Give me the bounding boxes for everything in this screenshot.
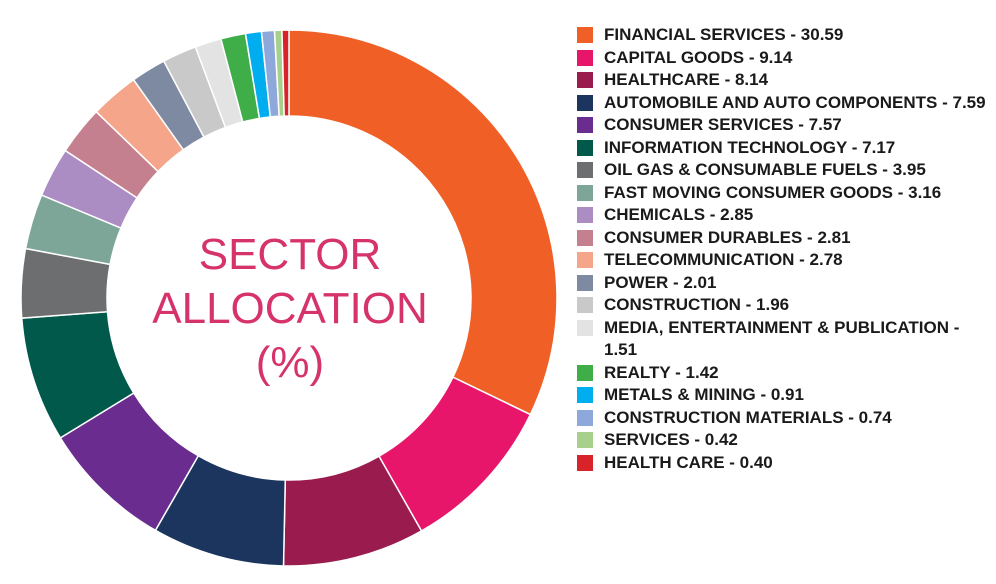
legend-swatch [577, 409, 593, 426]
legend-item: CONSUMER DURABLES - 2.81 [577, 227, 989, 250]
legend-swatch [577, 454, 593, 471]
legend-item: MEDIA, ENTERTAINMENT & PUBLICATION - 1.5… [577, 317, 989, 362]
legend-item: CONSTRUCTION MATERIALS - 0.74 [577, 407, 989, 430]
legend-swatch [577, 274, 593, 291]
chart-legend: FINANCIAL SERVICES - 30.59 CAPITAL GOODS … [577, 24, 989, 474]
legend-label: CONSUMER DURABLES - 2.81 [604, 227, 851, 247]
legend-swatch [577, 387, 593, 403]
legend-swatch [577, 364, 593, 381]
legend-item: CONSUMER SERVICES - 7.57 [577, 114, 989, 137]
legend-swatch [577, 49, 593, 66]
donut-slice [281, 29, 290, 117]
legend-label: CONSTRUCTION MATERIALS - 0.74 [604, 407, 892, 427]
legend-label: HEALTHCARE - 8.14 [604, 70, 769, 89]
legend-item: REALTY - 1.42 [577, 362, 989, 385]
donut-slice [288, 29, 558, 416]
legend-label: CHEMICALS - 2.85 [604, 205, 754, 224]
legend-label: MEDIA, ENTERTAINMENT & PUBLICATION - 1.5… [604, 317, 960, 360]
legend-item: CONSTRUCTION - 1.96 [577, 294, 989, 317]
legend-label: AUTOMOBILE AND AUTO COMPONENTS - 7.59 [604, 92, 986, 112]
legend-label: POWER - 2.01 [604, 272, 717, 292]
legend-swatch [577, 139, 593, 156]
legend-item: POWER - 2.01 [577, 272, 989, 295]
legend-item: AUTOMOBILE AND AUTO COMPONENTS - 7.59 [577, 92, 989, 115]
legend-item: OIL GAS & CONSUMABLE FUELS - 3.95 [577, 159, 989, 182]
legend-label: INFORMATION TECHNOLOGY - 7.17 [604, 137, 896, 157]
legend-item: CHEMICALS - 2.85 [577, 204, 989, 227]
legend-label: TELECOMMUNICATION - 2.78 [604, 250, 843, 269]
legend-swatch [577, 297, 593, 313]
legend-swatch [577, 229, 593, 246]
center-title-line-1: SECTOR [198, 230, 382, 279]
legend-swatch [577, 207, 593, 223]
legend-item: FAST MOVING CONSUMER GOODS - 3.16 [577, 182, 989, 205]
legend-swatch [577, 27, 593, 43]
legend-label: REALTY - 1.42 [604, 362, 719, 382]
legend-label: CONSTRUCTION - 1.96 [604, 295, 790, 314]
legend-swatch [577, 432, 593, 448]
legend-label: CONSUMER SERVICES - 7.57 [604, 115, 842, 134]
legend-label: METALS & MINING - 0.91 [604, 385, 804, 404]
donut-chart [20, 29, 558, 567]
legend-swatch [577, 117, 593, 133]
legend-swatch [577, 72, 593, 88]
legend-swatch [577, 319, 593, 336]
legend-swatch [577, 252, 593, 268]
legend-item: TELECOMMUNICATION - 2.78 [577, 249, 989, 272]
legend-label: CAPITAL GOODS - 9.14 [604, 47, 793, 67]
legend-item: SERVICES - 0.42 [577, 429, 989, 452]
legend-item: HEALTH CARE - 0.40 [577, 452, 989, 475]
center-title-line-3: (%) [255, 338, 325, 387]
center-title-line-2: ALLOCATION [152, 284, 428, 333]
legend-label: FINANCIAL SERVICES - 30.59 [604, 25, 844, 44]
legend-item: FINANCIAL SERVICES - 30.59 [577, 24, 989, 47]
legend-item: CAPITAL GOODS - 9.14 [577, 47, 989, 70]
legend-label: SERVICES - 0.42 [604, 430, 738, 449]
legend-swatch [577, 94, 593, 111]
legend-item: INFORMATION TECHNOLOGY - 7.17 [577, 137, 989, 160]
legend-label: FAST MOVING CONSUMER GOODS - 3.16 [604, 182, 942, 202]
legend-swatch [577, 162, 593, 178]
legend-item: HEALTHCARE - 8.14 [577, 69, 989, 92]
legend-label: HEALTH CARE - 0.40 [604, 452, 773, 472]
legend-label: OIL GAS & CONSUMABLE FUELS - 3.95 [604, 160, 926, 179]
legend-item: METALS & MINING - 0.91 [577, 384, 989, 407]
chart-center-title: SECTOR ALLOCATION (%) [140, 228, 440, 390]
legend-swatch [577, 184, 593, 201]
